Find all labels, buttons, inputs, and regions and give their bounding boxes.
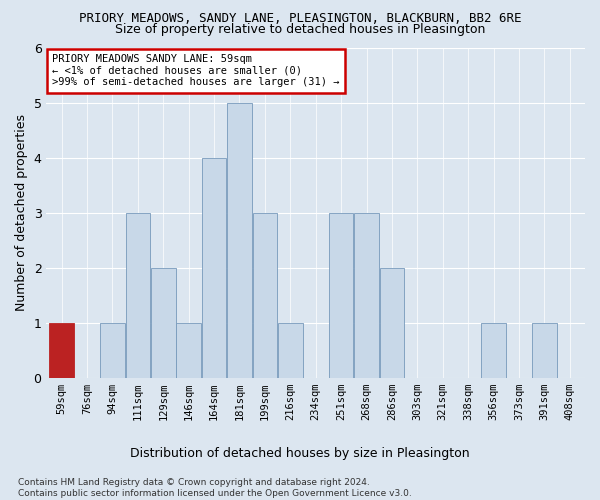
Bar [202, 158, 226, 378]
Bar [532, 322, 557, 378]
Bar [176, 322, 201, 378]
Bar [49, 322, 74, 378]
Text: PRIORY MEADOWS, SANDY LANE, PLEASINGTON, BLACKBURN, BB2 6RE: PRIORY MEADOWS, SANDY LANE, PLEASINGTON,… [79, 12, 521, 26]
Bar [278, 322, 302, 378]
Bar [481, 322, 506, 378]
Bar [329, 212, 353, 378]
Bar [125, 212, 150, 378]
Bar [253, 212, 277, 378]
Text: Size of property relative to detached houses in Pleasington: Size of property relative to detached ho… [115, 22, 485, 36]
Bar [380, 268, 404, 378]
Bar [227, 102, 252, 378]
Text: Contains HM Land Registry data © Crown copyright and database right 2024.
Contai: Contains HM Land Registry data © Crown c… [18, 478, 412, 498]
Bar [151, 268, 176, 378]
Y-axis label: Number of detached properties: Number of detached properties [15, 114, 28, 311]
Text: PRIORY MEADOWS SANDY LANE: 59sqm
← <1% of detached houses are smaller (0)
>99% o: PRIORY MEADOWS SANDY LANE: 59sqm ← <1% o… [52, 54, 340, 88]
Bar [100, 322, 125, 378]
Text: Distribution of detached houses by size in Pleasington: Distribution of detached houses by size … [130, 448, 470, 460]
Bar [354, 212, 379, 378]
